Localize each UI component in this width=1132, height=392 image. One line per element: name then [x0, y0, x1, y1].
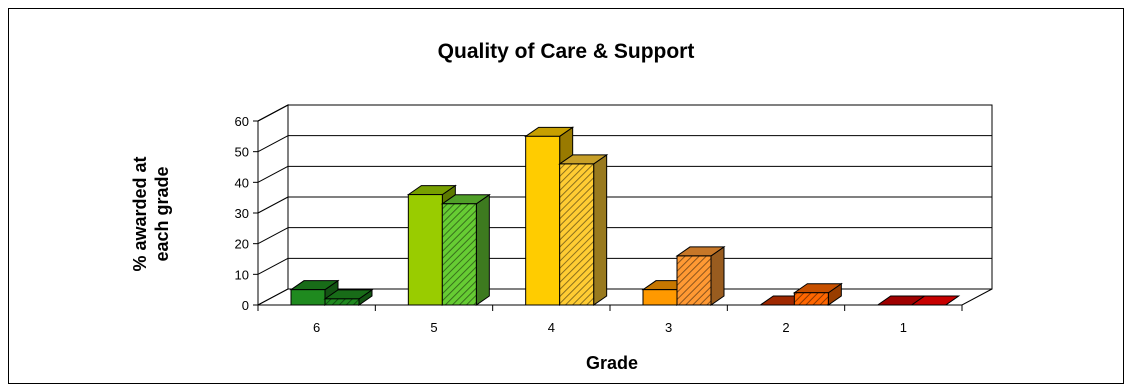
x-tick-label: 5: [430, 320, 437, 335]
bar-side: [710, 245, 725, 306]
bar-front: [793, 292, 829, 306]
x-axis-title: Grade: [586, 353, 638, 373]
x-tick-label: 3: [665, 320, 672, 335]
bar-2-series-2: [792, 282, 843, 306]
gridline-side: [257, 104, 289, 122]
bar-front: [324, 298, 360, 306]
bar-front: [441, 203, 477, 306]
y-tick-label: 10: [235, 267, 249, 282]
bar-side: [475, 193, 490, 306]
y-axis-title-line2: each grade: [152, 166, 172, 261]
bar-6-series-2: [323, 288, 374, 306]
y-tick-label: 0: [242, 298, 249, 313]
x-tick-label: 4: [548, 320, 555, 335]
bar-front: [525, 135, 561, 306]
bar-4-series-2: [558, 153, 609, 306]
gridline-side: [257, 135, 289, 153]
y-axis: 0 10 20 30 40 50 60: [235, 114, 259, 313]
bars: [289, 126, 961, 306]
bar-front: [642, 289, 678, 306]
y-tick-label: 40: [235, 175, 249, 190]
bar-3-series-2: [675, 245, 726, 306]
x-tick-label: 2: [782, 320, 789, 335]
bar-top: [910, 295, 961, 306]
y-axis-title-line1: % awarded at: [130, 156, 150, 271]
gridline-side: [257, 196, 289, 214]
bar-1-series-2: [910, 295, 961, 306]
bar-5-series-2: [440, 193, 491, 306]
bar-front: [676, 255, 712, 306]
bar-6-series-1: [289, 279, 340, 306]
y-tick-label: 30: [235, 206, 249, 221]
gridline-side: [257, 257, 289, 275]
chart-walls: [257, 104, 993, 306]
x-tick-label: 6: [313, 320, 320, 335]
bar-front: [407, 194, 443, 306]
bar-side: [593, 153, 608, 306]
x-tick-label: 1: [900, 320, 907, 335]
x-axis: 6 5 4 3 2 1: [257, 304, 963, 335]
y-tick-label: 50: [235, 145, 249, 160]
bar-front: [290, 289, 326, 306]
y-tick-label: 60: [235, 114, 249, 129]
y-tick-label: 20: [235, 237, 249, 252]
gridline-side: [257, 165, 289, 183]
gridline-side: [257, 227, 289, 245]
chart-title: Quality of Care & Support: [438, 40, 695, 63]
bar-front: [559, 163, 595, 306]
gridlines: [257, 104, 992, 275]
